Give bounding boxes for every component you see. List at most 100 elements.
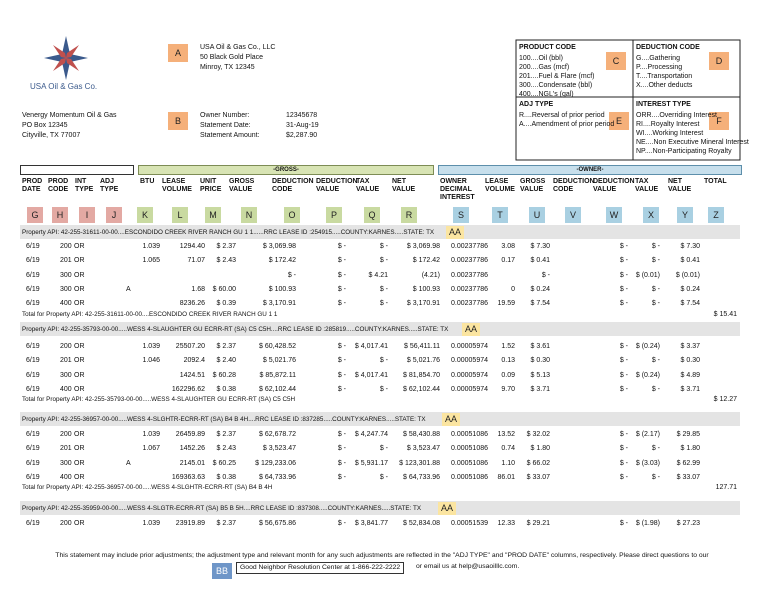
cell: $ 3,069.98 (406, 243, 440, 250)
cell: 6/19 (26, 243, 40, 250)
cell: 162296.62 (171, 385, 205, 393)
callout-badge: BB (212, 563, 232, 579)
cell: $ 172.42 (268, 257, 296, 265)
callout-badge: P (326, 207, 342, 223)
cell: 1.067 (142, 445, 160, 453)
column-header: TOTAL (704, 178, 727, 185)
cell: $ - (619, 473, 628, 481)
company-line: USA Oil & Gas Co., LLC (200, 44, 276, 51)
cell: $ 7.54 (680, 300, 700, 308)
cell: 300 (60, 459, 72, 467)
cell: OR (74, 473, 85, 481)
column-header: DEDUCTION CODE (553, 178, 595, 194)
code-item: 100....Oil (bbl) (519, 55, 563, 62)
owner-info-value: $2,287.90 (286, 132, 318, 139)
code-title: PRODUCT CODE (519, 44, 576, 51)
section-header: Property API: 42-255-35793-00-00.....WES… (22, 326, 449, 333)
cell: OR (74, 431, 85, 438)
cell: 400 (60, 300, 72, 308)
cell: $ - (379, 473, 388, 481)
cell: 23919.89 (175, 520, 205, 527)
column-header: NET VALUE (668, 178, 692, 194)
cell: $ 0.38 (216, 473, 236, 481)
cell: 1294.40 (179, 243, 205, 250)
cell: $ (3.03) (635, 459, 660, 467)
cell: OR (74, 357, 85, 365)
cell: 300 (60, 285, 72, 293)
code-title: INTEREST TYPE (636, 101, 691, 108)
cell: $ 60.25 (212, 459, 236, 467)
cell: 169363.63 (171, 473, 205, 481)
logo-text: USA Oil & Gas Co. (30, 82, 98, 91)
section-band (20, 225, 740, 239)
section-header: Property API: 42-255-36957-00-00.....WES… (22, 416, 426, 423)
code-item: WI....Working Interest (636, 130, 704, 137)
cell: 6/19 (26, 385, 40, 393)
cell: $ - (379, 445, 388, 453)
cell: 26459.89 (175, 431, 205, 438)
cell: 71.07 (187, 257, 205, 265)
cell: A (126, 285, 131, 293)
cell: $ 0.38 (216, 385, 236, 393)
cell: $ 64,733.96 (259, 473, 296, 481)
callout-badge: Z (708, 207, 724, 223)
cell: $ - (619, 431, 628, 438)
cell: OR (74, 371, 85, 379)
cell: OR (74, 271, 85, 279)
cell: $ - (379, 243, 388, 250)
callout-badge: V (565, 207, 581, 223)
cell: $ 33.07 (526, 473, 550, 481)
cell: 8236.26 (179, 300, 205, 308)
code-item: G....Gathering (636, 55, 680, 62)
cell: $ (0.24) (635, 371, 660, 379)
cell: $ (2.17) (635, 431, 660, 438)
cell: $ (1.98) (635, 520, 660, 527)
cell: 200 (60, 243, 72, 250)
cell: 1.046 (142, 357, 160, 365)
cell: $ 7.30 (530, 243, 550, 250)
callout-badge: R (401, 207, 417, 223)
cell: 6/19 (26, 357, 40, 365)
cell: OR (74, 243, 85, 250)
section-total-amount: $ 15.41 (713, 310, 737, 318)
section-total-amount: 127.71 (715, 484, 737, 492)
cell: $ - (651, 243, 660, 250)
cell: 0.00237786 (451, 257, 488, 265)
code-item: 400....NGL's (gal) (519, 91, 574, 98)
code-item: P....Processing (636, 64, 683, 71)
code-title: ADJ TYPE (519, 101, 554, 108)
callout-badge: J (106, 207, 122, 223)
cell: $ 81,854.70 (403, 371, 440, 379)
cell: $ 4,017.41 (354, 343, 388, 350)
cell: $ 100.93 (268, 285, 296, 293)
cell: $ 3.71 (530, 385, 550, 393)
cell: $ - (337, 445, 346, 453)
cell: 6/19 (26, 257, 40, 265)
cell: 400 (60, 473, 72, 481)
cell: $ - (619, 445, 628, 453)
cell: 300 (60, 371, 72, 379)
column-header: PROD DATE (22, 178, 43, 194)
cell: $ 0.30 (530, 357, 550, 365)
cell: $ 2.37 (216, 343, 236, 350)
cell: $ - (287, 271, 296, 279)
callout-badge: M (205, 207, 221, 223)
code-item: RI....Royalty Interest (636, 121, 700, 128)
column-header: DEDUCTION VALUE (316, 178, 358, 194)
callout-badge: B (168, 112, 188, 130)
code-item: R....Reversal of prior period (519, 112, 605, 119)
cell: 6/19 (26, 445, 40, 453)
cell: 6/19 (26, 520, 40, 527)
callout-badge: I (79, 207, 95, 223)
cell: 0.00005974 (451, 357, 488, 365)
cell: $ 1.80 (530, 445, 550, 453)
footer-highlight: Good Neighbor Resolution Center at 1-866… (236, 562, 405, 574)
section-band (20, 412, 740, 426)
callout-badge: E (609, 112, 629, 130)
group-gross: -GROSS- (138, 165, 434, 175)
cell: $ 4.21 (368, 271, 388, 279)
cell: 0.00051086 (451, 431, 488, 438)
cell: $ - (651, 300, 660, 308)
cell: $ 4,247.74 (354, 431, 388, 438)
callout-badge: U (529, 207, 545, 223)
